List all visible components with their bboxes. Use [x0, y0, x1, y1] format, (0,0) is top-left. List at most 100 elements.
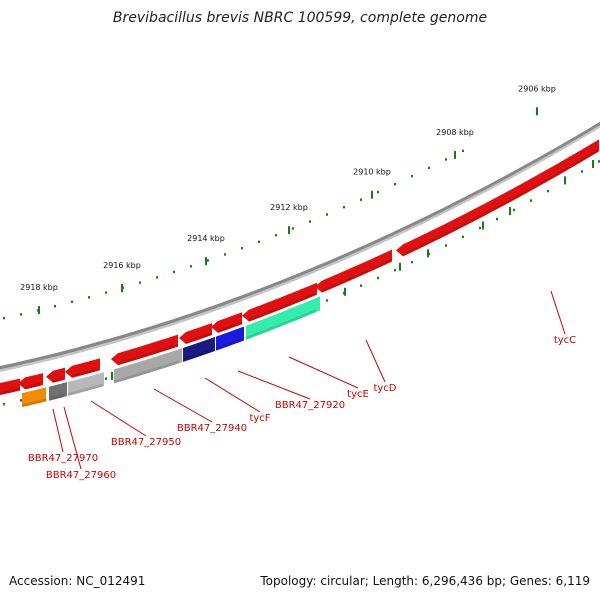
tick-label: 2908 kbp — [436, 128, 474, 137]
gene-label-BBR47_27970[interactable]: BBR47_27970 — [28, 453, 98, 464]
tick-label: 2914 kbp — [187, 234, 225, 243]
scale-dot — [343, 205, 345, 209]
genes-layer — [0, 139, 599, 408]
gene-label-tycD[interactable]: tycD — [373, 383, 396, 394]
label-leader-BBR47_27920 — [237, 370, 311, 400]
gene-BBR47-27960 — [18, 373, 43, 390]
scale-ticks-layer: 2906 kbp 2908 kbp 2910 kbp 2912 kbp 2914 kbp… — [20, 84, 594, 396]
gene-BBR47-27960-shade — [25, 382, 40, 390]
scale-tick — [454, 150, 456, 159]
gene-block-blue-shade — [216, 338, 241, 351]
gene-block-orange — [22, 387, 46, 408]
scale-dot — [360, 198, 362, 201]
gene-block-green-shade — [246, 309, 316, 340]
scale-dot — [156, 276, 158, 279]
scale-dot — [207, 259, 209, 262]
scale-dot — [309, 220, 311, 223]
scale-dot — [411, 174, 413, 178]
gene-label-BBR47_27920[interactable]: BBR47_27920 — [275, 400, 345, 411]
scale-dot — [360, 284, 362, 287]
gene-BBR47-27950 — [46, 367, 65, 383]
gene-block-orange-shade — [22, 398, 47, 408]
label-leaders-layer — [52, 290, 566, 470]
gene-BBR47-27950-shade — [53, 377, 63, 383]
tick-label: 2912 kbp — [270, 203, 308, 212]
scale-dot — [326, 213, 328, 216]
gene-block-lightgray-shade — [68, 383, 103, 396]
scale-dot — [428, 166, 430, 170]
gene-tycF — [111, 334, 178, 366]
scale-dot — [139, 281, 141, 284]
scale-tick — [38, 306, 40, 315]
gene-block-darkgray — [49, 382, 67, 401]
scale-dot — [241, 247, 243, 250]
gene-block-navy — [183, 336, 215, 362]
tick-label: 2916 kbp — [103, 261, 141, 270]
scale-dot — [598, 160, 600, 163]
scale-tick-minor — [592, 159, 594, 168]
gene-label-tycE[interactable]: tycE — [347, 389, 369, 400]
backbone-layer — [0, 121, 600, 372]
scale-dot — [513, 208, 515, 212]
scale-tick — [121, 284, 123, 293]
scale-tick — [536, 107, 538, 116]
scale-dot — [377, 276, 379, 280]
tick-label: 2918 kbp — [20, 283, 58, 292]
scale-dot — [445, 158, 447, 161]
gene-tycE — [242, 282, 317, 322]
gene-label-tycC[interactable]: tycC — [554, 335, 576, 346]
scale-dot — [581, 170, 583, 173]
label-leader-BBR47_27960 — [63, 406, 82, 470]
gene-tycD — [315, 249, 392, 293]
gene-block-blue — [216, 326, 244, 351]
scale-dot — [445, 244, 447, 247]
gene-block-darkgray-shade — [49, 393, 64, 401]
scale-tick-minor — [509, 207, 511, 216]
genome-title: Brevibacillus brevis NBRC 100599, comple… — [112, 10, 488, 26]
scale-dot — [275, 234, 277, 237]
gene-BBR47-27970-shade — [0, 387, 20, 395]
scale-dot — [54, 305, 56, 308]
scale-dot — [190, 265, 192, 268]
gene-block-lightgray — [68, 372, 104, 396]
scale-dot — [547, 189, 549, 193]
gene-label-BBR47_27950[interactable]: BBR47_27950 — [111, 437, 181, 448]
scale-dot — [411, 260, 413, 264]
gene-tycC — [396, 139, 599, 257]
gene-block-navy-shade — [183, 348, 213, 362]
gene-tycE-shade — [249, 292, 314, 322]
gene-BBR47-27940 — [65, 358, 100, 378]
gene-tycD-shade — [322, 258, 392, 293]
genome-summary: Topology: circular; Length: 6,296,436 bp… — [260, 574, 590, 588]
label-leader-tycC — [550, 290, 566, 335]
scale-dot — [105, 291, 107, 294]
genome-backbone — [0, 121, 600, 370]
gene-block-green — [246, 296, 320, 340]
scale-tick-minor — [344, 287, 346, 296]
gene-BBR47-27920-shade — [186, 332, 211, 344]
gene-BBR47-27920 — [179, 323, 212, 344]
scale-dot — [224, 253, 226, 256]
scale-tick-minor — [427, 249, 429, 258]
scale-dot — [496, 217, 498, 221]
gene-tycE-2 — [211, 312, 242, 333]
scale-dot — [20, 399, 22, 402]
gene-label-BBR47_27960[interactable]: BBR47_27960 — [46, 470, 116, 481]
scale-tick — [371, 190, 373, 199]
tick-label: 2906 kbp — [518, 84, 556, 93]
gene-block-gray-shade — [114, 360, 179, 384]
label-leader-tycE — [288, 356, 359, 389]
scale-dot — [3, 316, 5, 320]
scale-dot — [105, 377, 107, 380]
gene-label-tycF[interactable]: tycF — [249, 413, 270, 424]
gene-tycE-2-shade — [218, 320, 243, 333]
label-leader-BBR47_27940 — [153, 388, 213, 423]
gene-BBR47-27940-shade — [72, 368, 97, 378]
scale-dot — [88, 296, 90, 299]
scale-dot — [462, 235, 464, 239]
tick-label: 2910 kbp — [353, 168, 391, 177]
scale-dot — [173, 270, 175, 274]
gene-label-BBR47_27940[interactable]: BBR47_27940 — [177, 423, 247, 434]
scale-dot — [479, 226, 481, 230]
